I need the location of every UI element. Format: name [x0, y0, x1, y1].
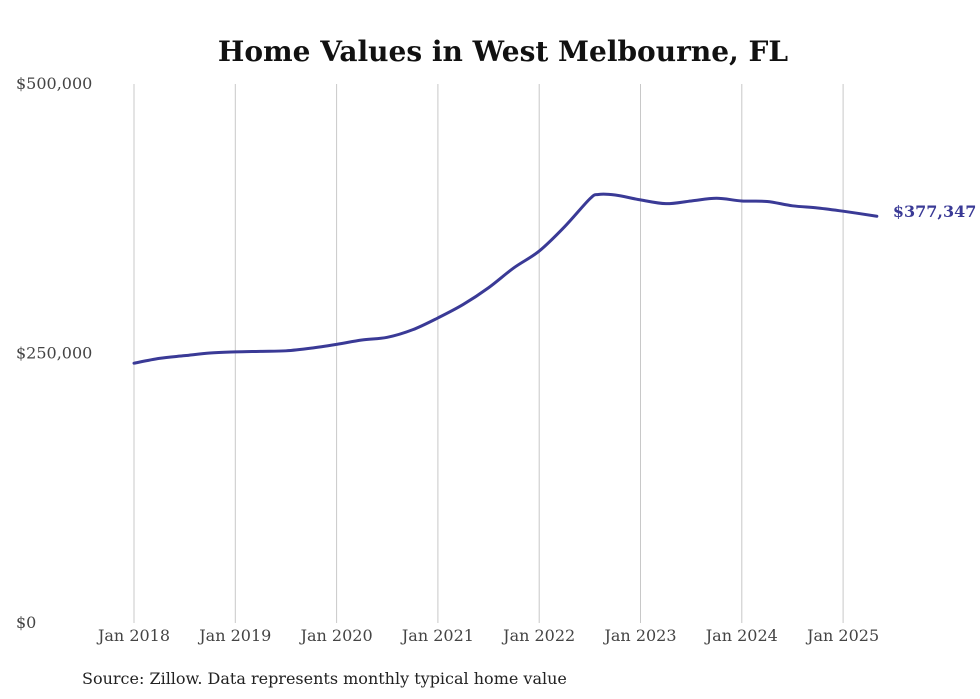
data-point: [411, 328, 415, 332]
data-point: [208, 351, 212, 355]
data-point: [714, 196, 718, 200]
data-point: [259, 349, 263, 353]
data-point: [512, 266, 516, 270]
data-point: [284, 349, 288, 353]
grid-layer: [133, 84, 844, 623]
data-point: [461, 302, 465, 306]
data-point: [132, 361, 136, 365]
x-tick-label: Jan 2022: [501, 626, 575, 645]
y-tick-label: $500,000: [16, 74, 92, 93]
data-point: [588, 197, 592, 201]
data-point: [385, 335, 389, 339]
data-point: [639, 198, 643, 202]
data-point: [563, 225, 567, 229]
data-point: [335, 342, 339, 346]
data-point: [537, 249, 541, 253]
data-point: [487, 286, 491, 290]
data-point: [596, 193, 600, 197]
x-tick-label: Jan 2019: [197, 626, 271, 645]
data-point: [664, 202, 668, 206]
x-tick-label: Jan 2023: [602, 626, 676, 645]
x-tick-label: Jan 2025: [805, 626, 879, 645]
x-tick-label: Jan 2021: [400, 626, 474, 645]
data-point: [765, 200, 769, 204]
home-value-line: [132, 192, 879, 365]
data-point: [436, 316, 440, 320]
data-point: [183, 354, 187, 358]
x-axis-ticks: Jan 2018 Jan 2019 Jan 2020 Jan 2021 Jan 2022…: [96, 626, 879, 645]
y-tick-label: $250,000: [16, 344, 92, 363]
y-axis-ticks: $0 $250,000 $500,000: [16, 74, 92, 632]
series-layer: [132, 192, 879, 365]
data-point: [613, 193, 617, 197]
y-tick-label: $0: [16, 613, 36, 632]
data-point: [875, 214, 879, 218]
end-value-label: $377,347: [893, 202, 977, 221]
data-point: [740, 199, 744, 203]
data-point: [841, 209, 845, 213]
data-point: [233, 350, 237, 354]
data-point: [157, 356, 161, 360]
data-point: [790, 204, 794, 208]
data-point: [816, 206, 820, 210]
source-note: Source: Zillow. Data represents monthly …: [82, 669, 567, 688]
x-tick-label: Jan 2024: [704, 626, 778, 645]
x-tick-label: Jan 2020: [299, 626, 373, 645]
x-tick-label: Jan 2018: [96, 626, 170, 645]
data-point: [360, 338, 364, 342]
data-point: [309, 346, 313, 350]
data-point: [689, 199, 693, 203]
chart-title: Home Values in West Melbourne, FL: [218, 35, 788, 68]
label-layer: $377,347: [893, 202, 977, 221]
